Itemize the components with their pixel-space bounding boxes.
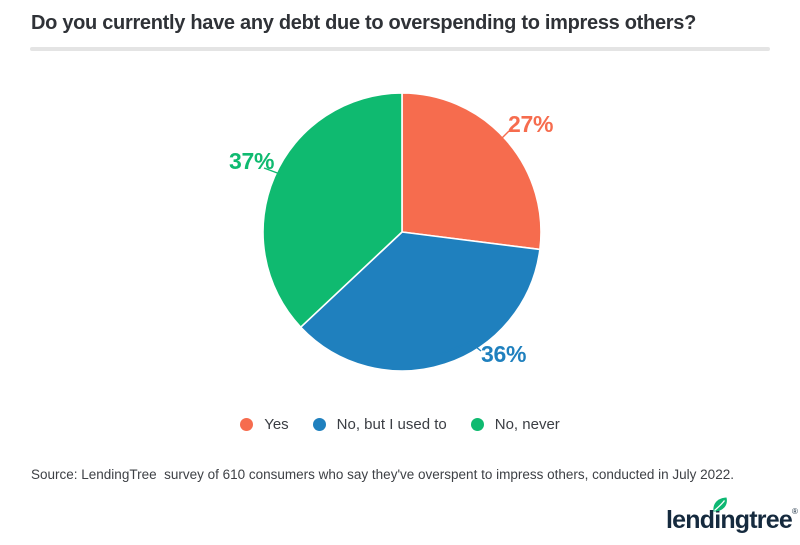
registered-mark-icon: ®	[791, 507, 798, 516]
pie-slice	[262, 92, 403, 328]
chart-title: Do you currently have any debt due to ov…	[31, 12, 696, 34]
legend-item-yes: Yes	[240, 416, 289, 433]
slice-label-no-never: 37%	[229, 148, 275, 174]
legend-dot-yes	[240, 418, 254, 431]
legend-item-no-used-to: No, but I used to	[312, 416, 447, 433]
slice-label-no-used-to: 36%	[481, 341, 527, 367]
legend-label-yes: Yes	[264, 416, 289, 433]
legend: Yes No, but I used to No, never	[0, 416, 800, 433]
slice-label-yes: 27%	[508, 111, 554, 137]
legend-dot-no-never	[470, 418, 484, 431]
lendingtree-logo: lendingtree®	[666, 497, 798, 534]
legend-label-no-never: No, never	[494, 416, 560, 433]
logo-text: lendingtree	[666, 506, 793, 534]
legend-label-no-used-to: No, but I used to	[336, 416, 447, 433]
leaf-icon	[713, 497, 727, 512]
legend-item-no-never: No, never	[470, 416, 560, 433]
source-note: Source: LendingTree survey of 610 consum…	[31, 467, 734, 482]
title-divider	[30, 47, 770, 51]
pie-slice	[299, 231, 541, 372]
legend-dot-no-used-to	[312, 418, 326, 431]
pie-chart	[262, 92, 542, 372]
